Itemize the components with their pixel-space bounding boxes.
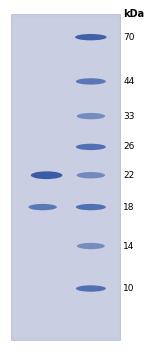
Text: 10: 10 bbox=[123, 284, 135, 293]
Text: kDa: kDa bbox=[123, 9, 144, 19]
Bar bbox=[11, 14, 120, 340]
Ellipse shape bbox=[77, 113, 105, 119]
Ellipse shape bbox=[28, 204, 57, 210]
Ellipse shape bbox=[76, 144, 106, 150]
Ellipse shape bbox=[77, 243, 105, 249]
Ellipse shape bbox=[77, 172, 105, 178]
Text: 33: 33 bbox=[123, 112, 135, 121]
Text: 44: 44 bbox=[123, 77, 134, 86]
Text: 26: 26 bbox=[123, 142, 135, 152]
Text: 18: 18 bbox=[123, 202, 135, 212]
Bar bbox=[13, 18, 118, 336]
Ellipse shape bbox=[76, 78, 106, 85]
Ellipse shape bbox=[76, 204, 106, 210]
Ellipse shape bbox=[76, 285, 106, 292]
Text: 22: 22 bbox=[123, 171, 134, 180]
Ellipse shape bbox=[31, 171, 62, 179]
Text: 70: 70 bbox=[123, 33, 135, 42]
Ellipse shape bbox=[75, 34, 107, 40]
Text: 14: 14 bbox=[123, 241, 135, 251]
